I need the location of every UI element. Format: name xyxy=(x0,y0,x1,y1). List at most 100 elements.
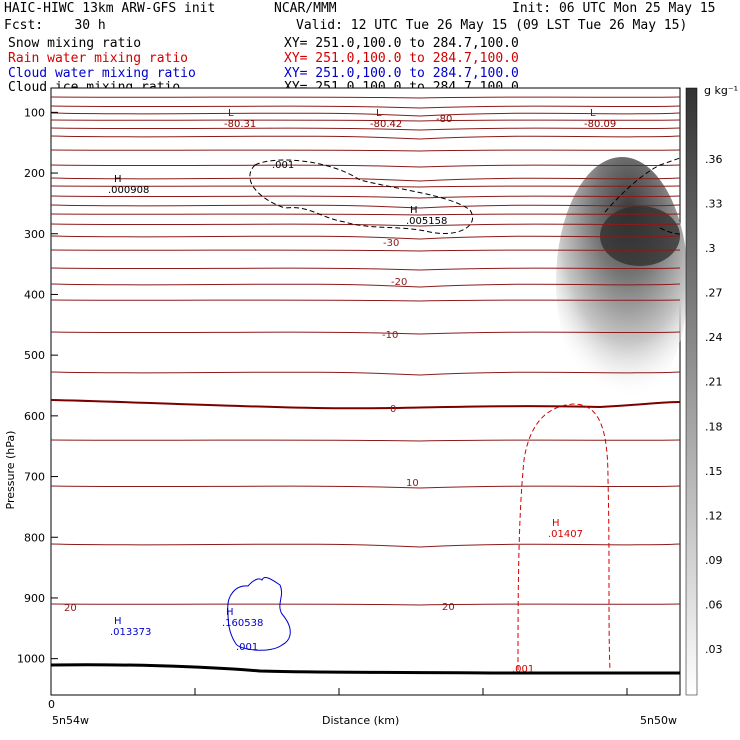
y-tick-label: 800 xyxy=(24,531,45,544)
x-tick-label: 0 xyxy=(48,698,55,711)
colorbar-tick-label: .12 xyxy=(705,509,723,522)
init-time: Init: 06 UTC Mon 25 May 15 xyxy=(512,1,716,16)
valid-time: Valid: 12 UTC Tue 26 May 15 (09 LST Tue … xyxy=(296,18,688,33)
isotherm-line xyxy=(50,135,681,140)
high-value: .000908 xyxy=(108,185,149,196)
cloud-ice-contour-edge xyxy=(659,227,681,235)
snow-core xyxy=(600,206,680,266)
isotherm-label: -20 xyxy=(391,277,407,288)
y-tick-label: 1000 xyxy=(17,653,45,666)
colorbar-tick-label: .15 xyxy=(705,465,723,478)
cloud-ice-contour xyxy=(249,159,473,234)
colorbar-tick-label: .18 xyxy=(705,420,723,433)
isotherm-label: -80 xyxy=(436,114,452,125)
field-rain-xy: XY= 251.0,100.0 to 284.7,100.0 xyxy=(284,51,519,66)
field-cloudwater-xy: XY= 251.0,100.0 to 284.7,100.0 xyxy=(284,66,519,81)
isotherm-line xyxy=(50,543,681,548)
high-value: .013373 xyxy=(110,627,151,638)
isotherm-line xyxy=(50,439,681,442)
isotherm-line xyxy=(50,267,681,271)
field-rain-name: Rain water mixing ratio xyxy=(8,51,189,66)
y-axis: 100 200 300 400 500 600 700 800 900 1000 xyxy=(17,106,58,666)
colorbar-tick-label: .33 xyxy=(705,198,723,211)
isotherm-label: 10 xyxy=(406,478,419,489)
isotherm-line xyxy=(50,331,681,335)
colorbar-tick-label: .09 xyxy=(705,554,723,567)
x-axis-label: Distance (km) xyxy=(322,714,399,727)
field-cloudwater-name: Cloud water mixing ratio xyxy=(8,66,196,81)
rain-water-contour xyxy=(517,403,611,671)
isotherm-label: 0 xyxy=(390,404,396,415)
colorbar-tick-label: .27 xyxy=(705,287,723,300)
isotherm-line xyxy=(50,299,681,302)
freezing-level-line xyxy=(50,399,681,410)
high-value: .01407 xyxy=(548,529,583,540)
isotherm-line xyxy=(50,249,681,252)
high-marker: H xyxy=(114,174,122,185)
field-snow-name: Snow mixing ratio xyxy=(8,36,142,51)
isotherm-line xyxy=(50,96,681,99)
contour-value: .001 xyxy=(512,664,534,675)
isotherm-line xyxy=(50,195,681,199)
colorbar-unit: g kg⁻¹ xyxy=(704,84,738,97)
y-tick-label: 400 xyxy=(24,288,45,301)
terrain-line xyxy=(50,663,680,675)
isotherm-line xyxy=(50,213,681,216)
isotherm-line xyxy=(50,112,681,117)
plot-frame xyxy=(50,87,681,696)
high-marker: H xyxy=(552,518,560,529)
isotherm-line xyxy=(50,177,681,182)
low-value: -80.09 xyxy=(584,119,616,130)
isotherm-line xyxy=(50,223,681,227)
x-axis xyxy=(50,688,628,695)
low-value: -80.31 xyxy=(224,119,256,130)
isotherm-line xyxy=(50,485,681,489)
isotherm-line xyxy=(50,119,681,122)
isotherm-label: 20 xyxy=(64,603,77,614)
high-marker: H xyxy=(410,205,418,216)
low-marker: L xyxy=(376,108,382,119)
colorbar-tick-label: .36 xyxy=(705,153,723,166)
colorbar-tick-label: .06 xyxy=(705,598,723,611)
isotherm-line xyxy=(50,235,681,240)
isotherm-line xyxy=(50,105,681,109)
low-marker: L xyxy=(228,108,234,119)
isotherm-label: -10 xyxy=(382,330,398,341)
x-right-label: 5n50w xyxy=(640,714,677,727)
y-tick-label: 900 xyxy=(24,592,45,605)
y-tick-label: 200 xyxy=(24,167,45,180)
high-marker: H xyxy=(226,607,234,618)
isotherm-line xyxy=(50,603,681,606)
isotherm-labels: -30 -20 -10 0 10 20 20 xyxy=(64,238,455,614)
y-tick-label: 500 xyxy=(24,349,45,362)
colorbar-tick-label: .3 xyxy=(705,242,716,255)
cloud-ice-contour-right xyxy=(604,157,681,213)
field-snow-xy: XY= 251.0,100.0 to 284.7,100.0 xyxy=(284,36,519,51)
high-value: .160538 xyxy=(222,618,263,629)
colorbar-tick-label: .24 xyxy=(705,331,723,344)
colorbar-tick-label: .03 xyxy=(705,643,723,656)
y-axis-label: Pressure (hPa) xyxy=(4,431,17,510)
high-marker: H xyxy=(114,616,122,627)
y-tick-label: 300 xyxy=(24,228,45,241)
isotherm-line xyxy=(50,371,681,376)
cloud-water-contour xyxy=(227,577,291,651)
y-tick-label: 100 xyxy=(24,106,45,119)
colorbar xyxy=(685,87,698,696)
isotherm-line xyxy=(50,185,681,188)
isotherm-label: 20 xyxy=(442,602,455,613)
contour-value: .001 xyxy=(272,160,294,171)
organization-label: NCAR/MMM xyxy=(274,1,337,16)
y-tick-label: 600 xyxy=(24,410,45,423)
forecast-hour: Fcst: 30 h xyxy=(4,18,106,33)
colorbar-tick-label: .21 xyxy=(705,376,723,389)
colorbar-ticks: .03 .06 .09 .12 .15 .18 .21 .24 .27 .3 .33 .36 xyxy=(705,153,723,656)
isotherm-line xyxy=(50,127,681,131)
low-marker: L xyxy=(590,108,596,119)
isotherm-line xyxy=(50,283,681,288)
isotherm-line xyxy=(50,149,681,152)
extrema-labels: L -80.31 L -80.42 L -80.09 -80 H .000908… xyxy=(108,108,616,675)
chart-title: HAIC-HIWC 13km ARW-GFS init xyxy=(4,1,216,16)
y-tick-label: 700 xyxy=(24,471,45,484)
